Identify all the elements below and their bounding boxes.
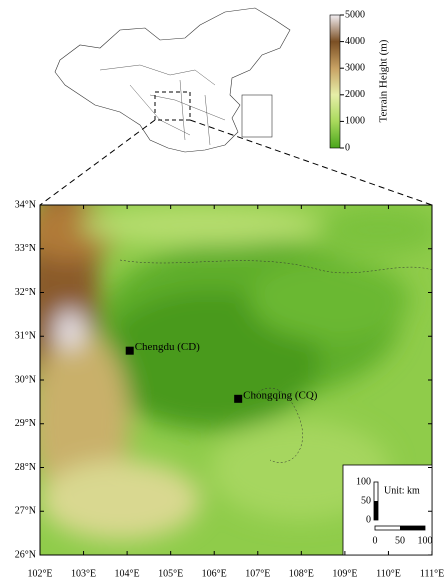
y-tick-label: 27°N — [15, 506, 36, 517]
colorbar-tick-label: 2000 — [345, 89, 365, 100]
y-tick-label: 32°N — [15, 287, 36, 298]
x-tick-label: 103°E — [71, 568, 96, 579]
y-tick-label: 26°N — [15, 549, 36, 560]
x-tick-label: 104°E — [115, 568, 140, 579]
scale-vtick-label: 0 — [366, 514, 371, 525]
city-marker — [126, 347, 134, 355]
scale-hbar-fill — [400, 526, 425, 530]
figure: Terrain Height (m) Unit: km 010002000300… — [0, 0, 444, 582]
city-label: Chengdu (CD) — [135, 341, 200, 353]
zoom-line — [40, 120, 155, 205]
y-tick-label: 34°N — [15, 199, 36, 210]
y-tick-label: 30°N — [15, 374, 36, 385]
y-tick-label: 29°N — [15, 418, 36, 429]
colorbar-tick-label: 0 — [345, 142, 350, 153]
x-tick-label: 107°E — [245, 568, 270, 579]
x-tick-label: 102°E — [27, 568, 52, 579]
scale-vtick-label: 50 — [361, 495, 371, 506]
x-tick-label: 106°E — [202, 568, 227, 579]
x-tick-label: 109°E — [332, 568, 357, 579]
colorbar-tick-label: 4000 — [345, 36, 365, 47]
scale-unit: Unit: km — [384, 485, 420, 496]
scale-htick-label: 0 — [373, 535, 378, 546]
city-marker — [234, 395, 242, 403]
colorbar — [330, 15, 340, 148]
x-tick-label: 111°E — [420, 568, 444, 579]
colorbar-tick-label: 5000 — [345, 9, 365, 20]
china-inset — [55, 8, 290, 152]
scale-htick-label: 50 — [395, 535, 405, 546]
y-tick-label: 28°N — [15, 462, 36, 473]
scale-vtick-label: 100 — [356, 476, 371, 487]
y-tick-label: 31°N — [15, 331, 36, 342]
zoom-line — [190, 120, 432, 205]
scale-vbar-fill — [374, 501, 378, 520]
city-label: Chongqing (CQ) — [243, 389, 318, 401]
colorbar-label: Terrain Height (m) — [378, 39, 390, 122]
x-tick-label: 108°E — [289, 568, 314, 579]
colorbar-tick-label: 1000 — [345, 116, 365, 127]
y-tick-label: 33°N — [15, 243, 36, 254]
scale-htick-label: 100 — [418, 535, 433, 546]
x-tick-label: 110°E — [376, 568, 401, 579]
colorbar-tick-label: 3000 — [345, 62, 365, 73]
x-tick-label: 105°E — [158, 568, 183, 579]
